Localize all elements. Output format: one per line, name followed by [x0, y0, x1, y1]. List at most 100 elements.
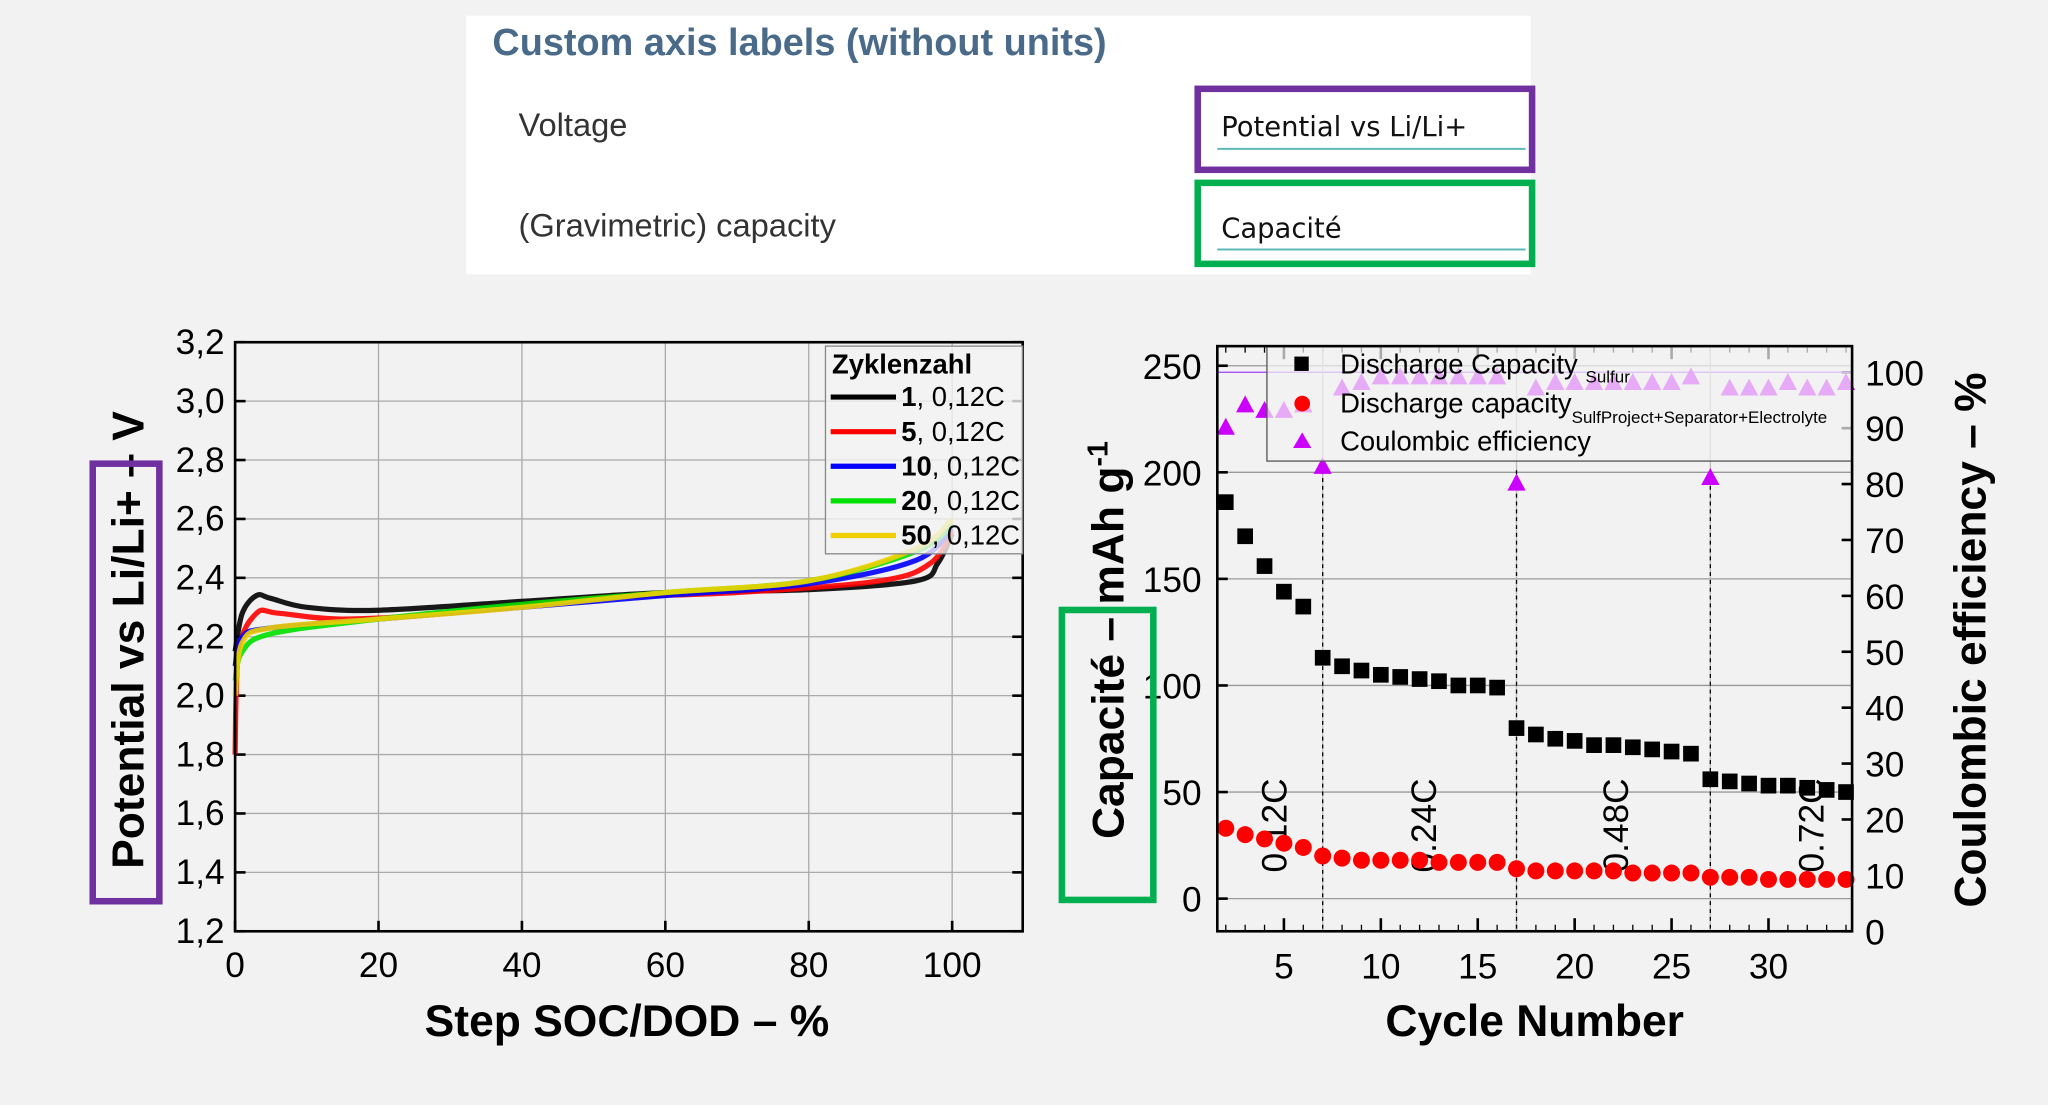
point-discharge-capacity-sulfur: [1353, 662, 1370, 679]
y2-tick-label: 60: [1865, 578, 1904, 617]
point-discharge-capacity-total: [1294, 838, 1312, 856]
y-tick-label: 2,6: [176, 500, 225, 539]
series-line-1: [232, 532, 955, 652]
point-discharge-capacity-total: [1682, 864, 1700, 882]
capacity-input-value[interactable]: Capacité: [1221, 214, 1341, 245]
y2-tick-label: 30: [1865, 746, 1904, 785]
x-tick-label: 10: [1361, 947, 1400, 986]
point-discharge-capacity-total: [1701, 868, 1719, 886]
point-discharge-capacity-sulfur: [1566, 733, 1583, 749]
point-discharge-capacity-sulfur: [1721, 773, 1738, 790]
legend-entry: Discharge Capacity Sulfur: [1340, 349, 1630, 387]
legend-entry-name: Discharge capacity: [1340, 388, 1572, 419]
legend-box: [824, 345, 1024, 555]
legend-box: [1266, 345, 1853, 462]
point-discharge-capacity-total: [1721, 868, 1739, 886]
x-tick-label: 80: [789, 946, 828, 985]
point-discharge-capacity-total: [1236, 826, 1254, 844]
point-discharge-capacity-total: [1740, 868, 1758, 886]
y2-tick-label: 100: [1865, 354, 1924, 393]
point-discharge-capacity-total: [1411, 851, 1429, 869]
voltage-profile-chart: 1,2 1,4 1,6 1,8 2,0 2,2 2,4 2,6 2,8 3,0 3,2 0 20 40 60…: [176, 323, 1024, 985]
legend-entry: 5, 0,12C: [901, 416, 1005, 447]
point-discharge-capacity-sulfur: [1489, 679, 1505, 696]
legend-entry-name: Discharge Capacity: [1340, 349, 1578, 380]
y2-tick-label: 80: [1865, 466, 1904, 505]
point-discharge-capacity-total: [1604, 862, 1622, 880]
point-discharge-capacity-sulfur: [1760, 777, 1777, 794]
point-discharge-capacity-sulfur: [1818, 782, 1835, 798]
legend-title: Zyklenzahl: [832, 349, 972, 380]
x-tick-label: 15: [1458, 947, 1497, 986]
legend-entry-rate: , 0,12C: [932, 450, 1020, 481]
x-tick-label: 5: [1274, 947, 1294, 986]
y-axis-label-main: Potential vs Li/Li+: [105, 490, 154, 869]
x-tick-label: 0: [225, 946, 245, 985]
point-discharge-capacity-sulfur: [1237, 528, 1253, 545]
legend-entry: 50, 0,12C: [901, 520, 1020, 551]
point-discharge-capacity-sulfur: [1663, 743, 1680, 760]
point-coulombic-efficiency: [1701, 468, 1720, 485]
point-discharge-capacity-total: [1352, 851, 1370, 869]
plot-frame: [1216, 344, 1854, 933]
x-tick-label: 20: [1555, 947, 1594, 986]
x-tick-label: 40: [502, 946, 541, 985]
point-discharge-capacity-total: [1760, 870, 1777, 888]
point-discharge-capacity-total: [1217, 819, 1235, 837]
x-tick-label: 25: [1652, 947, 1691, 986]
legend-entry-cycle: 50: [901, 520, 931, 551]
legend-entry: 10, 0,12C: [901, 450, 1020, 481]
point-discharge-capacity-total: [1818, 870, 1836, 888]
y-tick-label: 150: [1143, 561, 1202, 600]
point-discharge-capacity-total: [1527, 862, 1545, 880]
y-axis-label-unit: – V: [105, 411, 154, 490]
legend-entry: Discharge capacitySulfProject+Separator+…: [1340, 388, 1827, 427]
legend-entry-cycle: 1: [901, 381, 916, 412]
point-discharge-capacity-total: [1391, 851, 1409, 869]
legend-entry-cycle: 20: [901, 485, 931, 516]
point-discharge-capacity-total: [1488, 853, 1506, 871]
legend-marker-triangle: [1293, 432, 1312, 449]
point-discharge-capacity-total: [1779, 870, 1797, 888]
y-axis-label: Potential vs Li/Li+ – V: [105, 411, 154, 869]
y-axis-label-capacity-unit: – mAh g: [1084, 467, 1133, 654]
point-discharge-capacity-sulfur: [1411, 671, 1428, 687]
point-discharge-capacity-sulfur: [1276, 583, 1292, 600]
legend-entry: 20, 0,12C: [901, 485, 1020, 516]
point-discharge-capacity-sulfur: [1372, 666, 1389, 683]
capacity-input[interactable]: Capacité: [1194, 179, 1536, 268]
point-discharge-capacity-total: [1430, 853, 1448, 871]
x-axis-label: Step SOC/DOD – %: [425, 997, 830, 1046]
y2-axis-label: Coulombic efficiency – %: [1946, 372, 1995, 907]
legend-entry-rate: , 0,12C: [916, 381, 1004, 412]
x-axis-label-cycles: Cycle Number: [1385, 997, 1684, 1046]
legend-entry-rate: , 0,12C: [932, 485, 1020, 516]
point-discharge-capacity-sulfur: [1431, 673, 1447, 690]
legend-marker-square: [1294, 356, 1309, 371]
y-tick-label: 1,6: [176, 794, 225, 833]
point-discharge-capacity-total: [1566, 862, 1584, 880]
panel-title: Custom axis labels (without units): [492, 22, 1106, 64]
y-tick-label: 3,2: [176, 323, 225, 362]
legend-entry-cycle: 5: [901, 416, 916, 447]
point-discharge-capacity-total: [1643, 864, 1661, 882]
y2-tick-label: 50: [1865, 634, 1904, 673]
point-discharge-capacity-total: [1314, 847, 1332, 865]
rate-label: 0.48C: [1597, 778, 1636, 872]
point-discharge-capacity-total: [1837, 870, 1855, 888]
x-tick-label: 100: [923, 946, 982, 985]
point-discharge-capacity-sulfur: [1838, 784, 1854, 800]
point-discharge-capacity-sulfur: [1334, 658, 1350, 675]
point-discharge-capacity-sulfur: [1528, 726, 1544, 743]
y-tick-label: 200: [1143, 454, 1202, 493]
point-coulombic-efficiency: [1216, 417, 1235, 435]
point-discharge-capacity-total: [1508, 860, 1526, 878]
voltage-input[interactable]: Potential vs Li/Li+: [1194, 85, 1536, 174]
voltage-input-value[interactable]: Potential vs Li/Li+: [1221, 112, 1467, 143]
y-tick-label: 3,0: [176, 382, 225, 421]
y2-tick-label: 0: [1865, 913, 1885, 952]
point-discharge-capacity-sulfur: [1605, 737, 1622, 753]
point-discharge-capacity-sulfur: [1799, 779, 1816, 796]
point-discharge-capacity-sulfur: [1683, 745, 1699, 762]
